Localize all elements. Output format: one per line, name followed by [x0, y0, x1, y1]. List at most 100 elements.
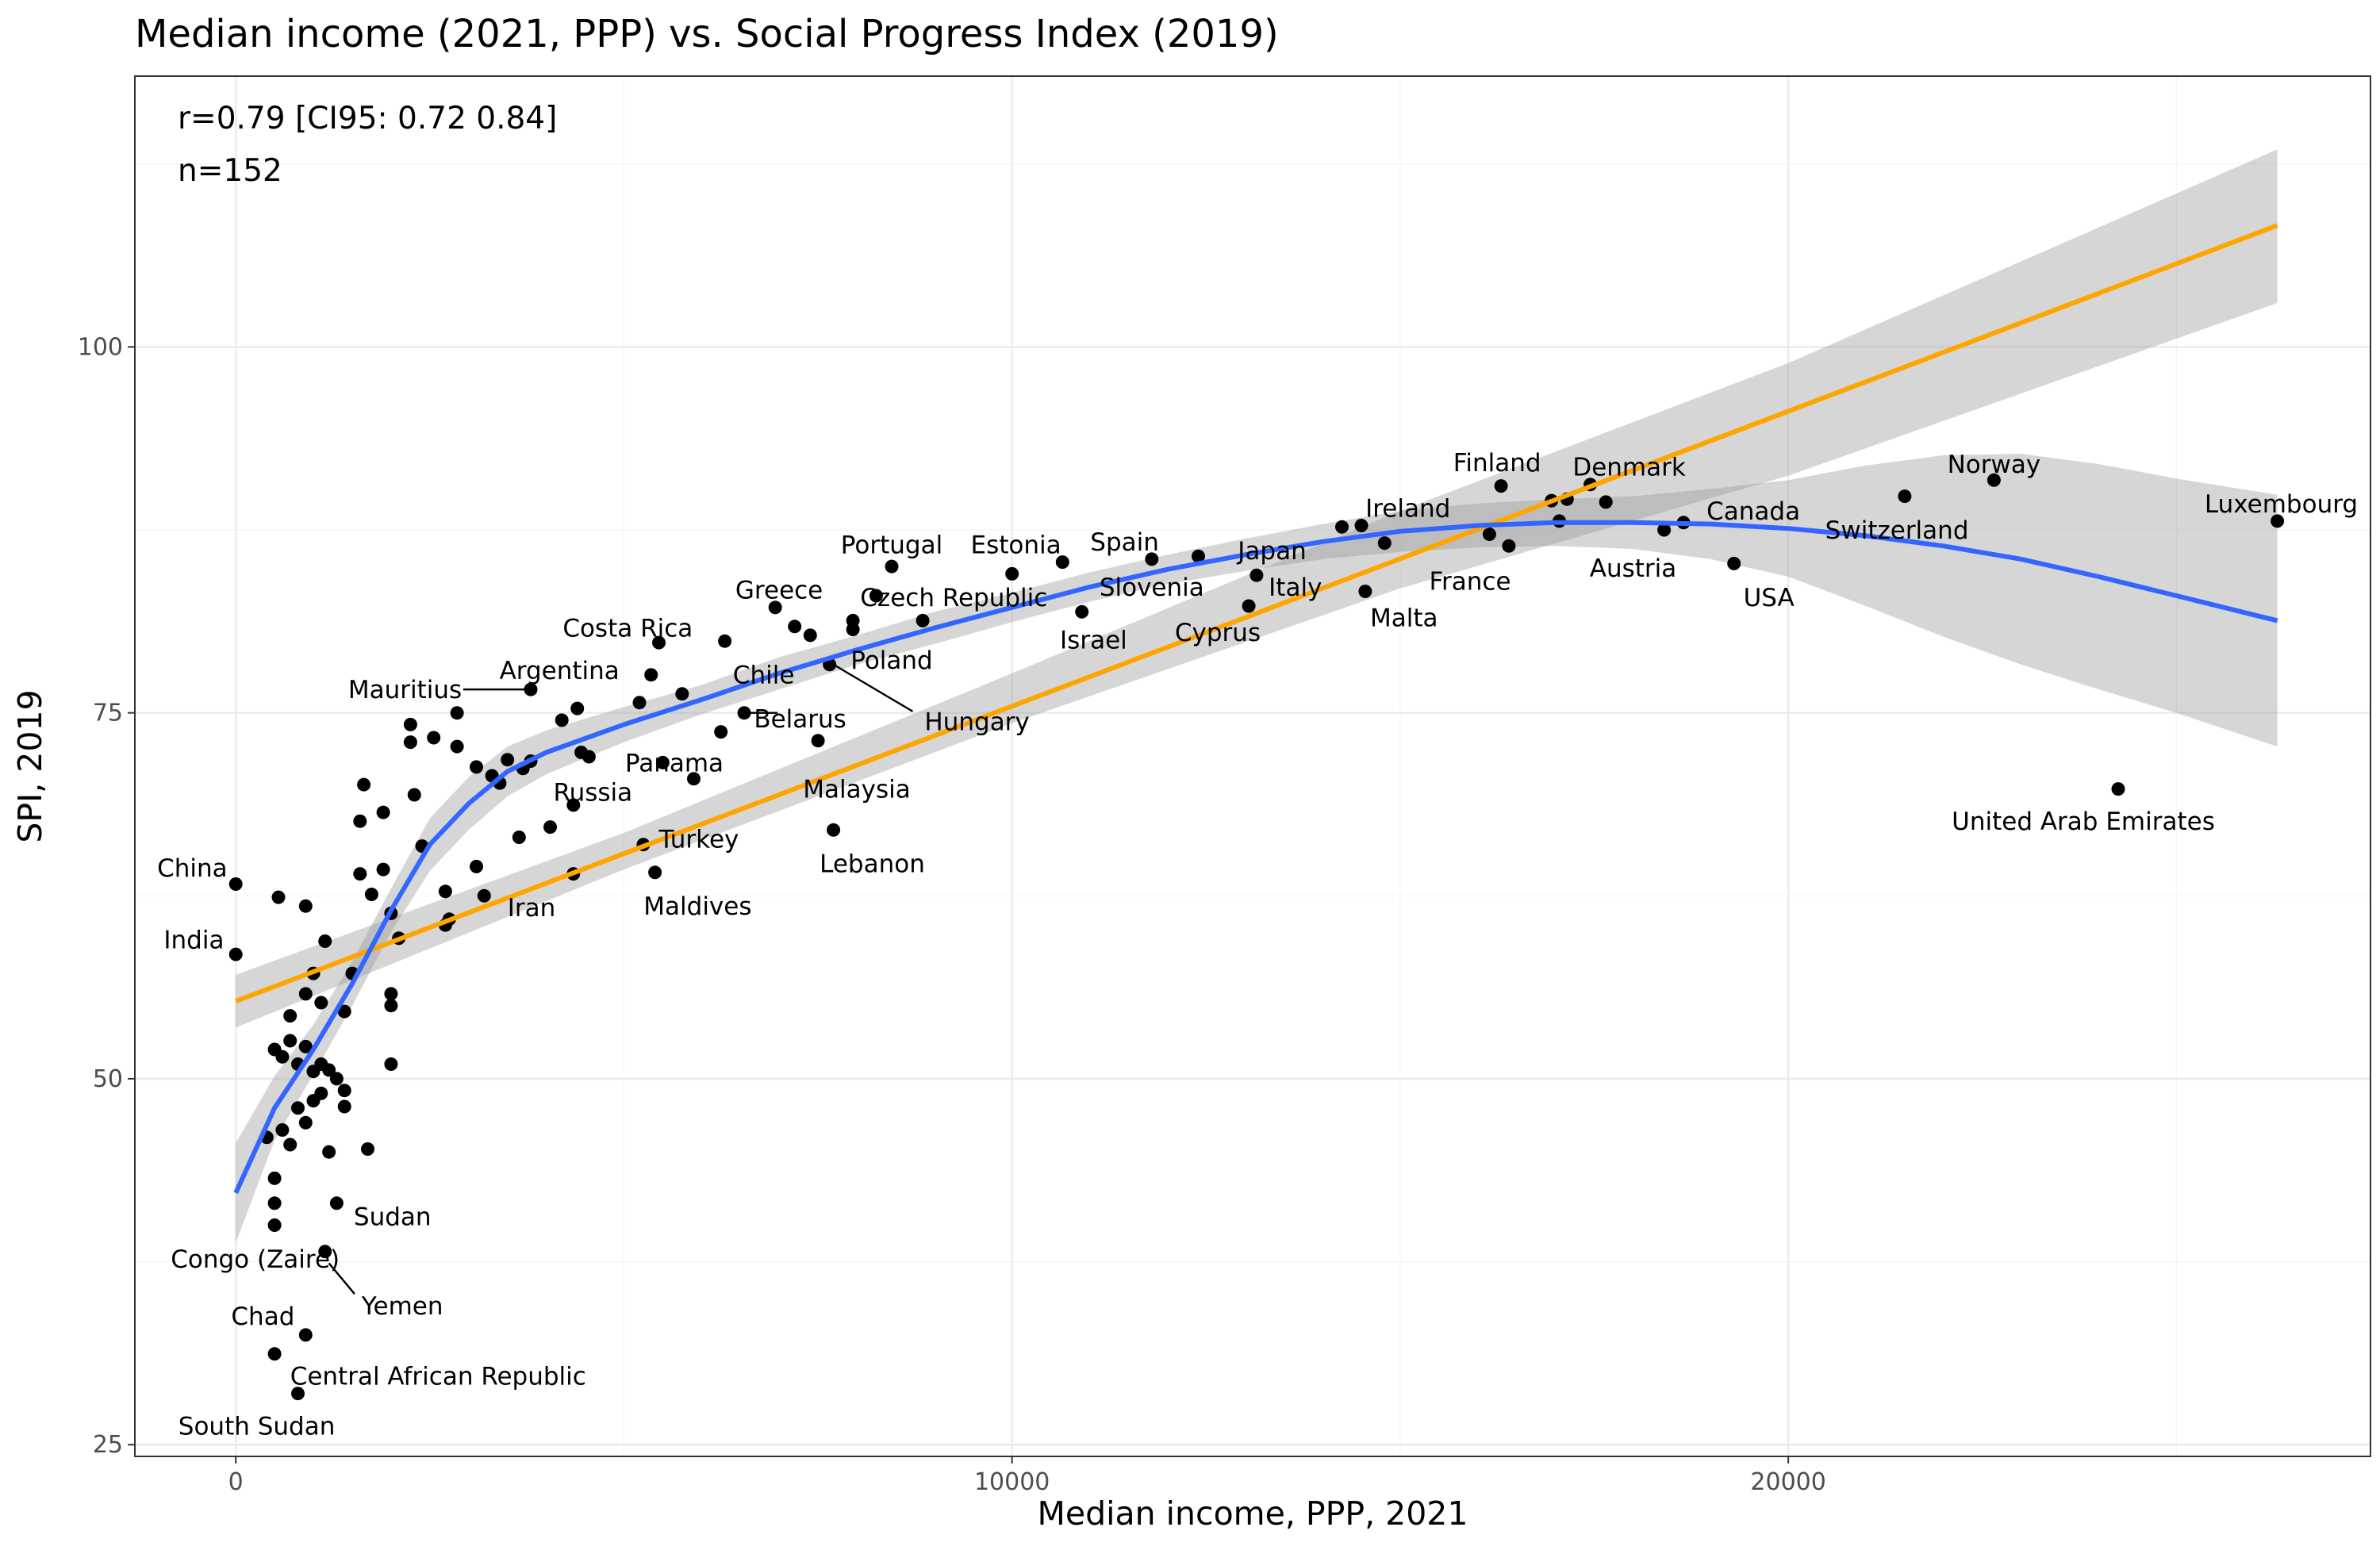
point-label: Argentina [500, 657, 620, 685]
data-point [1192, 549, 1205, 563]
data-point [1377, 536, 1392, 551]
point-label: Israel [1060, 626, 1127, 654]
data-point [846, 613, 860, 627]
data-point [450, 739, 464, 754]
point-labels: China India Sudan Congo (Zaire) Yemen Chad Cen… [157, 449, 2358, 1441]
y-axis: 25 50 75 100 [78, 333, 135, 1459]
data-point [283, 1009, 298, 1023]
data-point [1005, 566, 1019, 581]
point-label: Russia [553, 778, 632, 807]
data-point [337, 1004, 351, 1019]
data-point [1335, 520, 1349, 534]
data-point [427, 731, 441, 745]
data-point [337, 1084, 351, 1098]
data-point [1250, 568, 1264, 582]
data-point [361, 1142, 374, 1156]
data-point [1055, 555, 1069, 570]
data-point [1482, 528, 1496, 541]
data-point [384, 1057, 398, 1071]
point-label: Switzerland [1825, 516, 1969, 545]
data-point [543, 820, 557, 834]
point-label: South Sudan [178, 1412, 336, 1441]
point-label: Chad [231, 1303, 294, 1331]
data-point [648, 865, 662, 880]
data-point [477, 888, 491, 903]
data-point [228, 947, 243, 961]
data-point [1898, 489, 1912, 504]
data-point [1494, 479, 1508, 493]
data-point [1502, 539, 1516, 553]
point-label: Congo (Zaire) [171, 1245, 340, 1274]
data-point [582, 750, 596, 764]
point-label: Italy [1269, 574, 1322, 602]
data-point [632, 696, 647, 710]
y-axis-title: SPI, 2019 [11, 689, 49, 842]
data-point [384, 987, 398, 1001]
data-point [737, 706, 751, 720]
data-point [644, 668, 658, 682]
label-leader-line [833, 663, 914, 712]
data-point [675, 687, 689, 701]
point-label: France [1429, 568, 1511, 597]
data-point [916, 613, 930, 627]
data-point [570, 701, 585, 716]
data-point [438, 884, 452, 899]
data-point [470, 760, 483, 774]
data-point [788, 620, 802, 634]
point-label: Belarus [754, 705, 846, 734]
data-point [384, 999, 398, 1013]
point-label: Panama [625, 749, 724, 777]
point-label: USA [1744, 584, 1795, 612]
data-point [298, 987, 313, 1001]
point-label: Ireland [1365, 494, 1450, 523]
data-point [322, 1145, 336, 1159]
label-leader-lines [328, 663, 914, 1295]
data-point [298, 1115, 313, 1130]
point-label: Norway [1948, 451, 2041, 479]
data-point [1727, 556, 1741, 570]
data-point [2271, 514, 2285, 528]
data-point [298, 899, 313, 913]
y-tick-label: 50 [93, 1065, 123, 1093]
point-label: Lebanon [820, 850, 925, 879]
sample-size-annotation: n=152 [178, 153, 282, 189]
point-label: Malta [1370, 604, 1438, 633]
data-point [329, 1072, 344, 1086]
data-point [291, 1101, 305, 1115]
data-point [267, 1218, 282, 1232]
data-point [283, 1034, 298, 1048]
x-tick-label: 20000 [1750, 1468, 1825, 1496]
data-point [275, 1049, 290, 1064]
data-point [407, 788, 421, 802]
data-point [353, 814, 367, 828]
data-point [718, 634, 732, 648]
point-label: United Arab Emirates [1952, 808, 2215, 836]
data-point [267, 1347, 282, 1361]
point-label: Yemen [361, 1292, 443, 1321]
point-label: Czech Republic [860, 584, 1047, 612]
data-point [501, 753, 515, 767]
chart-title: Median income (2021, PPP) vs. Social Pro… [135, 12, 1279, 56]
data-point [714, 725, 728, 739]
data-point [364, 888, 378, 901]
data-point [314, 1086, 328, 1100]
point-label: Sudan [354, 1203, 432, 1231]
point-label: Slovenia [1100, 574, 1204, 602]
data-point [869, 589, 883, 603]
point-label: Turkey [658, 825, 739, 854]
data-point [827, 823, 841, 837]
data-point [267, 1171, 282, 1185]
data-point [512, 831, 526, 844]
point-label: Denmark [1572, 454, 1686, 482]
x-axis-title: Median income, PPP, 2021 [1038, 1494, 1468, 1533]
data-point [1242, 599, 1256, 613]
fit-lines [233, 223, 2278, 1195]
point-label: Greece [735, 577, 823, 605]
point-label: Canada [1706, 497, 1800, 526]
point-label: Finland [1453, 449, 1541, 478]
linear-fit-line [235, 223, 2278, 1003]
point-label: Spain [1090, 528, 1159, 557]
data-point [314, 996, 328, 1010]
